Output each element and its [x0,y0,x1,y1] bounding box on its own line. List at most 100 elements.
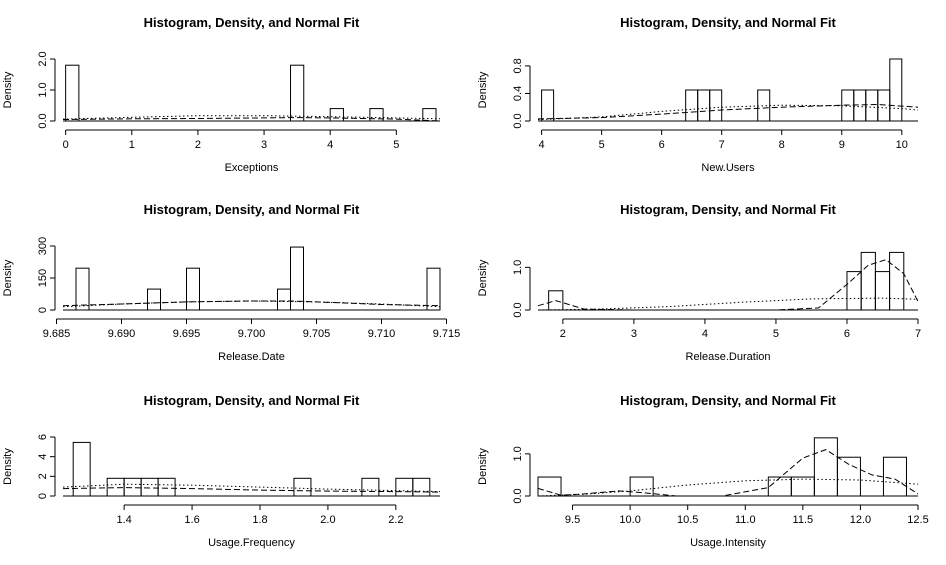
chart-panel: Histogram, Density, and Normal Fit 9.5 10.… [477,393,929,549]
x-tick-label: 11.0 [735,514,756,526]
histogram-bar [889,251,905,311]
density-curve [62,300,441,307]
x-tick-label: 4 [327,139,333,151]
histogram-bar [709,89,723,122]
y-axis-label: Density [477,71,489,108]
y-axis-label: Density [2,259,14,296]
x-tick-label: 3 [631,328,637,340]
x-axis-label: New.Users [701,162,755,174]
histogram-bar [147,288,161,311]
x-tick-label: 9.710 [368,328,396,340]
x-tick-label: 6 [844,328,850,340]
normal-fit-curve [537,478,919,497]
x-tick-label: 9.700 [238,328,266,340]
histogram-bar [537,476,562,497]
chart-title: Histogram, Density, and Normal Fit [144,393,360,408]
chart-panel: Histogram, Density, and Normal Fit 9.685 9… [2,202,460,363]
histogram-bar [157,477,176,497]
x-tick-label: 2.2 [388,514,403,526]
density-curve [537,259,919,311]
histogram-bar [293,477,312,497]
chart-title: Histogram, Density, and Normal Fit [620,393,836,408]
histogram-bar [361,477,380,497]
histogram-bar [860,251,876,311]
histogram-bar [290,246,304,311]
histogram-bar [767,476,792,497]
y-tick-label: 150 [37,269,49,287]
density-curve [537,103,919,120]
chart-title: Histogram, Density, and Normal Fit [620,15,836,30]
chart-panel: Histogram, Density, and Normal Fit 0 1 2 3 4 5… [2,15,441,174]
y-tick-label: 0 [37,307,49,313]
histogram-bar [65,64,80,122]
x-tick-label: 5 [773,328,779,340]
x-tick-label: 4 [702,328,708,340]
x-tick-label: 8 [779,139,785,151]
normal-fit-curve [62,115,441,120]
x-tick-label: 1.6 [184,514,199,526]
x-tick-label: 9.685 [43,328,71,340]
x-tick-label: 3 [261,139,267,151]
normal-fit-curve [537,297,919,311]
y-axis-label: Density [477,259,489,296]
histogram-bar [697,89,711,122]
y-tick-label: 0.0 [512,488,524,503]
histogram-bar [889,58,903,122]
normal-fit-curve [62,300,441,308]
y-tick-label: 0.0 [37,113,49,128]
y-axis-label: Density [2,71,14,108]
x-tick-label: 7 [719,139,725,151]
histogram-bar [757,89,771,122]
histogram-bar [140,477,159,497]
histogram-bar [790,476,815,497]
histogram-bar [836,456,861,497]
normal-fit-curve [62,483,441,493]
chart-panel: Histogram, Density, and Normal Fit 2 3 4 5 6 7… [477,202,921,363]
x-tick-label: 9.5 [565,514,580,526]
y-tick-label: 2.0 [37,51,49,66]
density-curve [62,117,441,122]
y-tick-label: 4 [37,454,49,460]
x-tick-label: 9 [839,139,845,151]
histogram-bar [426,267,441,311]
x-tick-label: 12.5 [907,514,928,526]
x-tick-label: 10 [896,139,908,151]
y-tick-label: 6 [37,434,49,440]
x-axis-label: Release.Duration [686,351,771,363]
histogram-bar [75,267,90,311]
histogram-bar [329,108,344,122]
y-tick-label: 1.0 [512,446,524,461]
x-tick-label: 9.705 [303,328,331,340]
histogram-bar [277,288,291,311]
density-curve [537,449,919,497]
y-tick-label: 1.0 [37,82,49,97]
x-tick-label: 9.715 [433,328,461,340]
x-tick-label: 1 [129,139,135,151]
histogram-bar [290,64,305,122]
histogram-bar [685,89,699,122]
histogram-bar [395,477,414,497]
x-tick-label: 10.5 [677,514,698,526]
chart-title: Histogram, Density, and Normal Fit [620,202,836,217]
x-tick-label: 9.690 [108,328,136,340]
histogram-bar [541,89,555,122]
x-tick-label: 1.8 [252,514,267,526]
histogram-bar [412,477,431,497]
y-tick-label: 0 [37,493,49,499]
x-axis-label: Usage.Intensity [690,537,766,549]
x-tick-label: 2 [195,139,201,151]
histogram-bar [813,437,838,497]
histogram-bar [882,456,907,497]
chart-title: Histogram, Density, and Normal Fit [144,202,360,217]
y-axis-label: Density [477,448,489,485]
x-tick-label: 5 [393,139,399,151]
y-axis-label: Density [2,448,14,485]
x-axis-label: Exceptions [225,162,279,174]
histogram-bar [874,271,891,311]
x-tick-label: 12.0 [850,514,871,526]
x-tick-label: 4 [539,139,545,151]
x-axis-label: Usage.Frequency [208,537,295,549]
chart-title: Histogram, Density, and Normal Fit [144,15,360,30]
y-tick-label: 1.0 [512,260,524,275]
x-tick-label: 2.0 [320,514,335,526]
